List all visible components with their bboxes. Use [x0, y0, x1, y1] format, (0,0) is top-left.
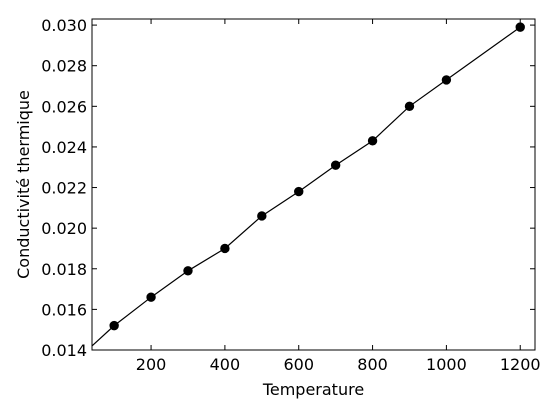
x-axis-title: Temperature: [262, 380, 364, 399]
data-point: [367, 136, 378, 146]
y-tick-label: 0.022: [41, 179, 87, 198]
data-series: [91, 22, 525, 347]
data-point: [515, 22, 525, 32]
y-tick-label: 0.018: [41, 260, 87, 279]
x-tick-label: 1000: [426, 355, 467, 374]
axis-ticks: [92, 19, 535, 351]
x-tick-label: 400: [210, 355, 241, 374]
series-line: [91, 26, 521, 347]
tick-labels: 200 400 600 800 1000 1200 0.014 0.016 0.018 0.020…: [41, 16, 540, 374]
x-tick-label: 800: [357, 355, 388, 374]
x-tick-label: 1200: [500, 355, 541, 374]
plot-frame: [91, 18, 536, 351]
y-tick-label: 0.028: [41, 57, 87, 76]
data-point: [220, 243, 230, 254]
y-axis-title: Conductivité thermique: [14, 90, 33, 279]
data-point: [330, 160, 341, 170]
data-point: [257, 211, 267, 221]
y-tick-label: 0.024: [41, 138, 87, 157]
y-tick-label: 0.014: [41, 341, 87, 360]
data-point: [183, 266, 193, 276]
x-tick-label: 200: [136, 355, 167, 374]
data-point: [441, 75, 452, 85]
y-tick-label: 0.026: [41, 97, 87, 116]
y-tick-label: 0.016: [41, 300, 87, 319]
data-point: [146, 292, 156, 302]
data-point: [109, 320, 119, 331]
data-point: [404, 101, 415, 112]
x-tick-label: 600: [283, 355, 314, 374]
y-tick-label: 0.030: [41, 16, 87, 35]
y-tick-label: 0.020: [41, 219, 87, 238]
data-point: [294, 186, 304, 197]
